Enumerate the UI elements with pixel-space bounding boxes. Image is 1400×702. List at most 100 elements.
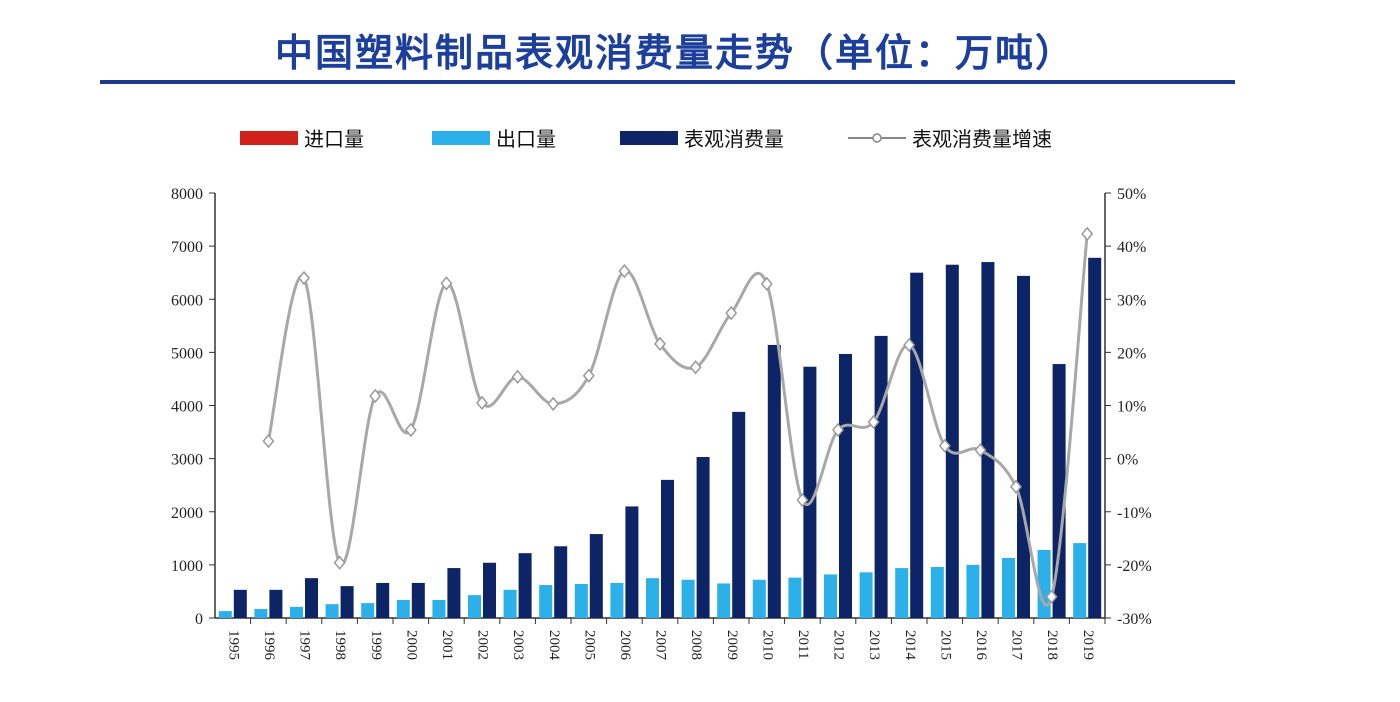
growth-point bbox=[582, 368, 595, 383]
chart-title: 中国塑料制品表观消费量走势（单位：万吨） bbox=[274, 30, 1075, 75]
left-tick-label: 4000 bbox=[171, 399, 203, 416]
export-bar bbox=[824, 574, 837, 618]
consumption-bar bbox=[732, 411, 746, 618]
x-tick-label: 1997 bbox=[297, 630, 313, 661]
legend-swatch bbox=[432, 131, 490, 145]
x-tick-label: 2012 bbox=[831, 630, 847, 660]
growth-line bbox=[266, 233, 1089, 607]
growth-point bbox=[404, 422, 417, 438]
left-tick-label: 0 bbox=[195, 611, 203, 628]
export-bar bbox=[290, 606, 303, 618]
right-tick-label: 20% bbox=[1117, 345, 1146, 362]
growth-point bbox=[832, 422, 844, 438]
consumption-bar bbox=[1088, 257, 1102, 618]
export-bar bbox=[468, 595, 481, 618]
growth-point bbox=[618, 263, 631, 279]
x-tick-label: 2000 bbox=[403, 630, 419, 660]
consumption-bar bbox=[269, 589, 283, 618]
left-tick-label: 5000 bbox=[171, 345, 203, 362]
x-tick-label: 2005 bbox=[581, 630, 597, 660]
growth-point bbox=[511, 369, 524, 384]
legend-swatch bbox=[240, 131, 298, 145]
legend-marker bbox=[872, 133, 882, 143]
consumption-bar bbox=[874, 335, 888, 618]
export-bar bbox=[539, 585, 553, 618]
x-tick-label: 2009 bbox=[724, 630, 740, 660]
export-bar bbox=[503, 589, 517, 618]
right-tick-label: 10% bbox=[1117, 399, 1146, 416]
x-tick-label: 2004 bbox=[546, 630, 562, 661]
growth-point bbox=[725, 305, 738, 321]
x-tick-label: 2013 bbox=[866, 630, 882, 660]
export-bar bbox=[1002, 557, 1015, 618]
x-tick-label: 2006 bbox=[617, 630, 633, 661]
left-tick-label: 8000 bbox=[171, 186, 203, 203]
right-tick-label: 40% bbox=[1117, 239, 1146, 256]
x-tick-label: 1996 bbox=[261, 630, 277, 661]
left-tick-label: 7000 bbox=[171, 239, 203, 256]
x-tick-label: 2008 bbox=[688, 630, 704, 660]
growth-point bbox=[1081, 226, 1094, 242]
x-tick-label: 2007 bbox=[653, 630, 669, 661]
legend-swatch bbox=[620, 131, 678, 145]
left-tick-label: 6000 bbox=[171, 292, 203, 309]
growth-point bbox=[476, 395, 488, 411]
growth-point bbox=[938, 438, 951, 454]
right-tick-label: -30% bbox=[1117, 611, 1152, 628]
export-bar bbox=[396, 599, 410, 618]
growth-point bbox=[333, 555, 346, 570]
consumption-bar bbox=[305, 578, 318, 618]
growth-point bbox=[689, 360, 702, 375]
consumption-bar bbox=[518, 553, 532, 618]
export-bar bbox=[930, 567, 944, 618]
right-tick-label: 30% bbox=[1117, 292, 1146, 309]
consumption-bar bbox=[233, 589, 247, 618]
x-tick-label: 1995 bbox=[225, 630, 241, 660]
consumption-bar bbox=[945, 264, 959, 618]
growth-point bbox=[547, 396, 560, 412]
right-tick-label: 0% bbox=[1117, 452, 1138, 469]
left-tick-label: 3000 bbox=[171, 452, 203, 469]
growth-point bbox=[262, 433, 275, 449]
export-bar bbox=[432, 599, 446, 618]
export-bar bbox=[681, 579, 695, 618]
x-tick-label: 1998 bbox=[332, 630, 348, 660]
title-underline bbox=[100, 80, 1235, 84]
consumption-bar bbox=[589, 534, 603, 618]
x-tick-label: 2016 bbox=[973, 630, 989, 661]
consumption-bar bbox=[1017, 275, 1030, 618]
consumption-bar bbox=[483, 562, 496, 618]
growth-point bbox=[1010, 479, 1022, 494]
x-tick-label: 1999 bbox=[368, 630, 384, 660]
consumption-bar bbox=[696, 457, 710, 618]
x-tick-label: 2003 bbox=[510, 630, 526, 660]
growth-point bbox=[440, 276, 453, 291]
consumption-bar bbox=[411, 582, 425, 618]
export-bar bbox=[254, 608, 268, 618]
x-tick-label: 2019 bbox=[1080, 630, 1096, 660]
x-tick-label: 2018 bbox=[1044, 630, 1060, 660]
legend-label: 表观消费量 bbox=[684, 127, 784, 151]
consumption-bar bbox=[376, 582, 390, 618]
export-bar bbox=[218, 611, 232, 618]
right-tick-label: -10% bbox=[1117, 505, 1152, 522]
growth-point bbox=[867, 414, 880, 430]
export-bar bbox=[788, 577, 802, 618]
growth-point bbox=[974, 442, 987, 458]
left-tick-label: 2000 bbox=[171, 505, 203, 522]
export-bar bbox=[574, 584, 588, 618]
growth-point bbox=[796, 492, 809, 508]
consumption-bar bbox=[910, 272, 924, 618]
consumption-bar bbox=[1052, 364, 1066, 618]
consumption-bar bbox=[981, 262, 995, 618]
consumption-bar bbox=[767, 344, 781, 618]
export-bar bbox=[361, 603, 375, 618]
consumption-bar bbox=[625, 506, 639, 618]
x-tick-label: 2014 bbox=[902, 630, 918, 661]
growth-point bbox=[1045, 589, 1058, 604]
export-bar bbox=[610, 582, 624, 618]
growth-point bbox=[298, 270, 310, 286]
x-tick-label: 2011 bbox=[795, 630, 811, 659]
x-tick-label: 2015 bbox=[937, 630, 953, 660]
